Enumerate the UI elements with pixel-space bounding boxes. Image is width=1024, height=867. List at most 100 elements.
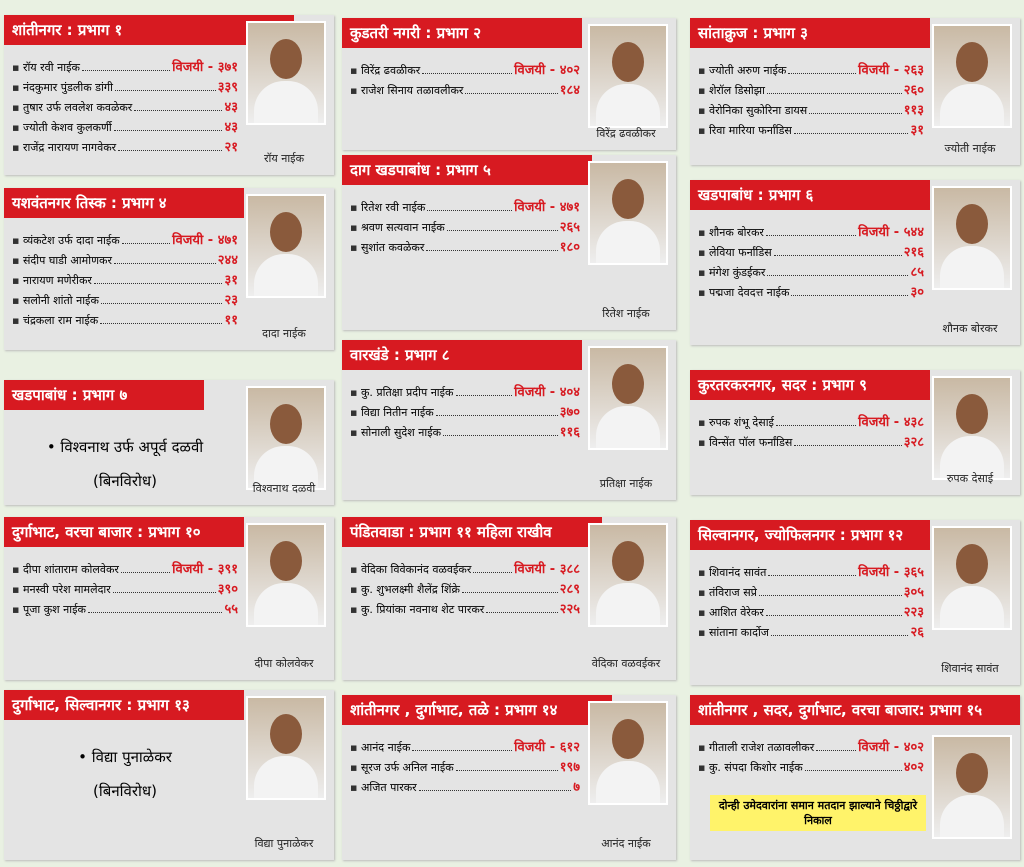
candidate-name: वेदिका विवेकानंद वळवईकर xyxy=(350,562,471,577)
candidate-row: शिवानंद सावंत विजयी - ३६५ xyxy=(698,560,924,580)
leader-dots xyxy=(118,150,223,151)
candidate-votes: विजयी - ४७१ xyxy=(172,233,238,248)
candidate-row: वेरोनिका सुकोरिना डायस ११३ xyxy=(698,98,924,118)
leader-dots xyxy=(465,93,558,94)
candidate-name: रुपक शंभू देसाई xyxy=(698,415,774,430)
candidate-name: लेविया फर्नांडिस xyxy=(698,245,772,260)
candidate-votes: २२५ xyxy=(559,602,580,617)
candidate-row: अजित पारकर ७ xyxy=(350,775,580,795)
candidate-name: कु. प्रियांका नवनाथ शेट पारकर xyxy=(350,602,484,617)
photo-caption: रॉय नाईक xyxy=(263,152,305,165)
candidate-votes: ३९० xyxy=(217,582,238,597)
candidate-row: विद्या नितीन नाईक ३७० xyxy=(350,400,580,420)
candidate-votes: ७ xyxy=(573,780,580,795)
leader-dots xyxy=(121,243,171,244)
leader-dots xyxy=(816,750,857,751)
candidate-name: सोनाली सुदेश नाईक xyxy=(350,425,441,440)
photo-body xyxy=(940,436,1004,478)
candidate-name: विद्या नितीन नाईक xyxy=(350,405,434,420)
candidate-name: सूरज उर्फ अनिल नाईक xyxy=(350,760,454,775)
leader-dots xyxy=(443,435,558,436)
candidate-name: ज्योती केशव कुलकर्णी xyxy=(12,120,112,135)
candidate-name: विन्सेंत पॉल फर्नांडिस xyxy=(698,435,792,450)
candidate-name: मनस्वी परेश मामलेदार xyxy=(12,582,111,597)
candidate-row: गीताली राजेश तळावलीकर विजयी - ४०२ xyxy=(698,735,924,755)
candidate-name: पद्मजा देवदत्त नाईक xyxy=(698,285,790,300)
candidate-row: कु. प्रियांका नवनाथ शेट पारकर २२५ xyxy=(350,597,580,617)
candidate-row: रुपक शंभू देसाई विजयी - ४३८ xyxy=(698,410,924,430)
candidate-votes: ८५ xyxy=(910,265,924,280)
leader-dots xyxy=(93,283,223,284)
candidate-row: दीपा शांताराम कोलवेकर विजयी - ३९१ xyxy=(12,557,238,577)
candidate-photo xyxy=(246,194,326,298)
candidate-row: रिवा मारिया फर्नांडिस ३१ xyxy=(698,118,924,138)
photo-head xyxy=(270,714,302,754)
candidate-votes: ११३ xyxy=(903,103,924,118)
candidate-name: अजित पारकर xyxy=(350,780,417,795)
candidate-photo xyxy=(246,21,326,125)
candidate-row: नंदकुमार पुंडलीक डांगी ३३९ xyxy=(12,75,238,95)
candidate-votes: विजयी - ५४४ xyxy=(858,225,924,240)
candidate-row: कु. शुभलक्ष्मी शैलेंद्र शिंक्रे २८९ xyxy=(350,577,580,597)
ward-title: दाग खडपाबांध : प्रभाग ५ xyxy=(342,155,592,185)
candidate-votes: ११ xyxy=(224,313,238,328)
leader-dots xyxy=(758,595,902,596)
candidate-row: मंगेश कुंडईकर ८५ xyxy=(698,260,924,280)
ward-title: खडपाबांध : प्रभाग ६ xyxy=(690,180,930,210)
photo-body xyxy=(254,254,318,296)
ward-box: सांताक्रुज : प्रभाग ३ ज्योती नाईक ज्योती अ… xyxy=(690,18,1020,165)
photo-body xyxy=(596,583,660,625)
ward-title: खडपाबांध : प्रभाग ७ xyxy=(4,380,204,410)
candidate-votes: २२३ xyxy=(903,605,924,620)
candidate-row: सांताना कार्दोज २६ xyxy=(698,620,924,640)
candidate-name: शेरॉल डिसोझा xyxy=(698,83,765,98)
ward-title: कुरतरकरनगर, सदर : प्रभाग ९ xyxy=(690,370,930,400)
ward-title: दुर्गाभाट, वरचा बाजार : प्रभाग १० xyxy=(4,517,244,547)
leader-dots xyxy=(422,73,513,74)
candidate-row: वेदिका विवेकानंद वळवईकर विजयी - ३८८ xyxy=(350,557,580,577)
leader-dots xyxy=(113,263,216,264)
candidate-photo xyxy=(588,701,668,805)
photo-head xyxy=(612,719,644,759)
leader-dots xyxy=(788,73,857,74)
photo-caption: शिवानंद सावंत xyxy=(941,662,999,675)
photo-caption: प्रतिक्षा नाईक xyxy=(599,477,653,490)
photo-body xyxy=(254,446,318,488)
ward-box: पंडितवाडा : प्रभाग ११ महिला राखीव वेदिका … xyxy=(342,517,676,680)
photo-caption: दादा नाईक xyxy=(262,327,306,340)
ward-title: सिल्वानगर, ज्योफिलनगर : प्रभाग १२ xyxy=(690,520,930,550)
candidate-row: ज्योती अरुण नाईक विजयी - २६३ xyxy=(698,58,924,78)
candidate-name: आशित वेरेकर xyxy=(698,605,764,620)
candidate-row: सूरज उर्फ अनिल नाईक १९७ xyxy=(350,755,580,775)
photo-caption: ज्योती नाईक xyxy=(944,142,996,155)
candidate-list: • विद्या पुनाळेकर (बिनविरोध) xyxy=(12,742,238,806)
photo-caption: विरेंद्र ढवळीकर xyxy=(596,127,656,140)
leader-dots xyxy=(87,612,223,613)
candidate-votes: १८४ xyxy=(559,83,580,98)
candidate-name: कु. शुभलक्ष्मी शैलेंद्र शिंक्रे xyxy=(350,582,460,597)
photo-body xyxy=(254,583,318,625)
candidate-votes: ३१ xyxy=(910,123,924,138)
candidate-name: शौनक बोरकर xyxy=(698,225,764,240)
candidate-photo xyxy=(932,735,1012,839)
leader-dots xyxy=(435,415,558,416)
ward-box: खडपाबांध : प्रभाग ७ विश्वनाथ दळवी • विश्वन… xyxy=(4,380,334,505)
candidate-list: गीताली राजेश तळावलीकरविजयी - ४०२कु. संपद… xyxy=(698,735,924,775)
candidate-name: मंगेश कुंडईकर xyxy=(698,265,765,280)
candidate-list: विरेंद्र ढवळीकरविजयी - ४०२राजेश सिनाय तळ… xyxy=(350,58,580,98)
leader-dots xyxy=(773,255,902,256)
candidate-name: नारायण मणेरीकर xyxy=(12,273,92,288)
leader-dots xyxy=(461,592,558,593)
photo-body xyxy=(940,795,1004,837)
candidate-votes: विजयी - ३७१ xyxy=(172,60,238,75)
candidate-list: शिवानंद सावंत विजयी - ३६५ तंविराज सप्रे ३०५… xyxy=(698,560,924,640)
photo-head xyxy=(956,753,988,793)
leader-dots xyxy=(775,425,857,426)
leader-dots xyxy=(418,790,572,791)
photo-caption: वेदिका वळवईकर xyxy=(591,657,661,670)
ward-title: शांतीनगर , दुर्गाभाट, तळे : प्रभाग १४ xyxy=(342,695,612,725)
photo-head xyxy=(956,544,988,584)
candidate-votes: विजयी - ४३८ xyxy=(858,415,924,430)
ward-box: खडपाबांध : प्रभाग ६ शौनक बोरकर शौनक बोरकर व… xyxy=(690,180,1020,345)
